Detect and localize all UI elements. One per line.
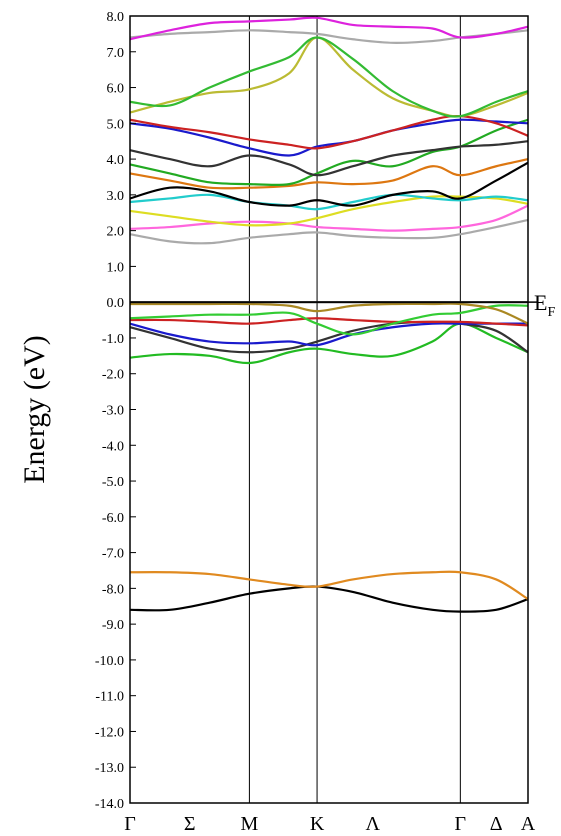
band-line-5	[129, 317, 529, 327]
y-tick-label-17: -9.0	[102, 618, 124, 633]
band-line-19	[129, 36, 529, 118]
x-tick-label-7: A	[521, 813, 536, 835]
band-line-16	[129, 140, 529, 177]
y-tick-label-13: -5.0	[102, 475, 124, 490]
y-tick-label-20: -12.0	[95, 725, 124, 740]
band-line-20	[129, 36, 529, 118]
y-tick-label-9: -1.0	[102, 332, 124, 347]
band-line-22	[129, 16, 529, 41]
band-line-4	[129, 322, 528, 347]
y-tick-label-6: 2.0	[107, 225, 125, 240]
y-tick-label-7: 1.0	[107, 260, 125, 275]
x-tick-label-3: K	[310, 813, 325, 835]
y-tick-label-8: 0.0	[107, 296, 125, 311]
y-tick-label-14: -6.0	[102, 511, 124, 526]
band-line-13	[129, 161, 529, 207]
grid-lines	[248, 16, 461, 803]
y-tick-label-0: 8.0	[107, 10, 125, 25]
y-tick-label-22: -14.0	[95, 797, 124, 812]
y-tick-label-2: 6.0	[107, 82, 125, 97]
band-line-12	[129, 193, 529, 211]
x-tick-label-1: Σ	[184, 813, 196, 835]
y-tick-label-5: 3.0	[107, 189, 125, 204]
x-tick-label-4: Λ	[366, 813, 381, 835]
band-line-7	[130, 302, 529, 325]
y-tick-label-21: -13.0	[95, 761, 124, 776]
y-tick-label-18: -10.0	[95, 654, 124, 669]
band-series	[129, 16, 529, 613]
y-tick-label-4: 4.0	[107, 153, 125, 168]
y-tick-label-12: -4.0	[102, 439, 124, 454]
x-tick-label-5: Γ	[455, 813, 467, 835]
band-line-17	[129, 118, 529, 157]
x-tick-label-0: Γ	[124, 813, 136, 835]
x-tick-label-6: Δ	[490, 813, 503, 835]
y-tick-label-3: 5.0	[107, 117, 125, 132]
band-line-14	[129, 158, 529, 190]
y-tick-label-15: -7.0	[102, 547, 124, 562]
band-line-0	[129, 585, 529, 613]
y-tick-label-11: -3.0	[102, 404, 124, 419]
y-tick-label-19: -11.0	[95, 690, 124, 705]
y-tick-label-16: -8.0	[102, 582, 124, 597]
y-tick-label-10: -2.0	[102, 368, 124, 383]
x-tick-label-2: M	[241, 813, 259, 835]
y-axis-label: Energy (eV)	[18, 335, 51, 484]
band-line-1	[129, 570, 529, 601]
plot-frame	[129, 15, 529, 804]
band-line-6	[129, 304, 529, 336]
band-line-10	[129, 218, 529, 245]
y-axis-ticks: 8.0 7.0 6.0 5.0 4.0 3.0 2.0 1.0 0.0 -1.0 -2.0 -3.0 -…	[95, 10, 136, 812]
band-line-3	[129, 320, 529, 354]
fermi-level-label: EF	[534, 290, 555, 320]
band-line-9	[129, 204, 529, 232]
y-tick-label-1: 7.0	[107, 46, 125, 61]
